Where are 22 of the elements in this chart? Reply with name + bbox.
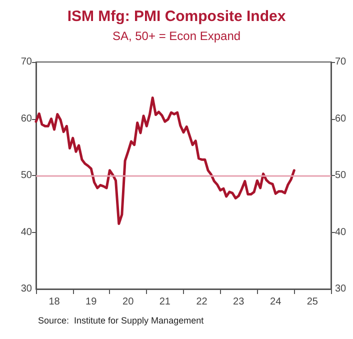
y2-tick-label: 40 [335,226,347,238]
x-tick-label: 23 [233,296,245,308]
y2-tick-label: 60 [335,113,347,124]
y-tick-label: 30 [20,284,32,294]
chart-subtitle: SA, 50+ = Econ Expand [112,29,241,43]
y-tick-label: 70 [20,56,32,68]
x-tick-label: 24 [270,296,282,308]
line-series [34,96,296,225]
x-tick-label: 19 [86,296,98,308]
y-tick-label: 40 [20,226,32,238]
x-tick-label: 20 [122,296,134,308]
x-tick-label: 25 [306,296,318,308]
y2-tick-label: 30 [335,284,347,294]
y2-tick-label: 70 [335,56,347,68]
x-tick-label: 18 [48,296,60,308]
y-tick-label: 50 [20,170,32,181]
x-tick-label: 22 [196,296,208,308]
y2-tick-label: 50 [335,170,347,181]
y-tick-label: 60 [20,113,32,124]
chart-title: ISM Mfg: PMI Composite Index [67,8,286,25]
x-tick-label: 21 [159,296,171,308]
source-note: Source: Institute for Supply Management [38,316,204,326]
